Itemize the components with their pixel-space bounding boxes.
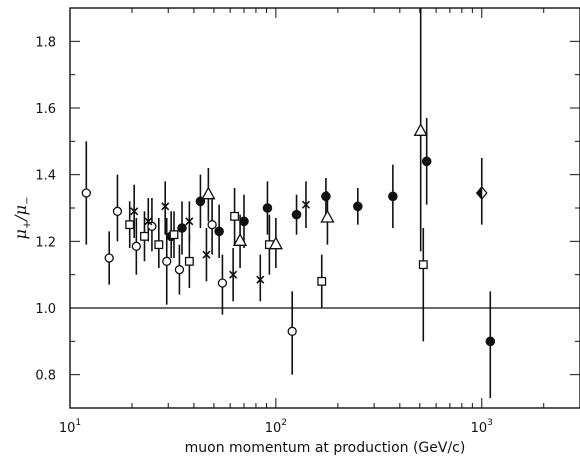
- data-point-open-circle: [162, 256, 172, 266]
- data-point-filled-circle: [262, 203, 273, 213]
- y-tick-label: 1.6: [35, 102, 56, 117]
- x-axis-label: muon momentum at production (GeV/c): [185, 440, 466, 456]
- data-point-cross: [144, 217, 153, 226]
- data-point-filled-circle: [291, 209, 302, 220]
- data-point-open-circle: [81, 188, 91, 198]
- y-tick-label: 1.4: [35, 169, 56, 184]
- data-point-filled-circle: [388, 191, 398, 202]
- data-point-open-square: [230, 211, 240, 221]
- data-point-open-square: [169, 230, 179, 240]
- data-point-cross: [185, 217, 194, 226]
- data-point-cross: [161, 202, 170, 211]
- x-tick-label: 101: [59, 418, 81, 436]
- data-point-filled-circle: [214, 226, 224, 237]
- data-point-cross: [256, 275, 265, 284]
- x-tick-label: 102: [265, 418, 287, 436]
- data-point-open-triangle: [232, 232, 248, 246]
- data-point-open-circle: [174, 265, 185, 275]
- y-tick-label: 1.2: [35, 235, 56, 250]
- data-point-open-square: [184, 256, 194, 266]
- data-point-cross: [130, 207, 139, 216]
- y-tick-label: 0.8: [35, 369, 56, 384]
- data-point-open-square: [154, 240, 164, 250]
- data-point-open-square: [418, 260, 428, 270]
- data-point-open-square: [317, 276, 327, 286]
- data-point-open-triangle: [268, 236, 283, 250]
- data-point-filled-circle: [177, 223, 187, 233]
- data-point-open-circle: [207, 220, 217, 230]
- x-tick-label: 103: [471, 418, 493, 436]
- data-point-cross: [202, 250, 211, 259]
- data-point-cross: [301, 200, 311, 209]
- y-tick-label: 1.8: [35, 35, 56, 50]
- data-point-filled-circle: [239, 216, 249, 227]
- data-point-open-triangle: [413, 122, 428, 136]
- y-axis-label: μ+/μ−: [11, 197, 33, 240]
- data-point-open-square: [140, 231, 149, 241]
- data-point-filled-circle: [353, 201, 363, 212]
- data-point-half-filled-diamond: [475, 185, 488, 201]
- data-point-cross: [229, 270, 238, 279]
- data-point-open-circle: [131, 241, 141, 251]
- data-point-open-square: [125, 220, 135, 230]
- data-point-open-circle: [112, 206, 123, 216]
- data-point-open-circle: [104, 253, 114, 263]
- data-point-filled-circle: [485, 336, 496, 347]
- data-point-filled-circle: [421, 156, 432, 167]
- data-point-open-triangle: [201, 186, 216, 200]
- data-point-open-circle: [287, 326, 297, 336]
- data-point-open-triangle: [320, 209, 335, 223]
- y-tick-label: 1.0: [35, 302, 56, 317]
- data-point-open-circle: [217, 278, 228, 288]
- data-point-filled-circle: [321, 191, 331, 202]
- data-point-open-circle: [147, 221, 157, 231]
- plot-frame: [69, 7, 580, 409]
